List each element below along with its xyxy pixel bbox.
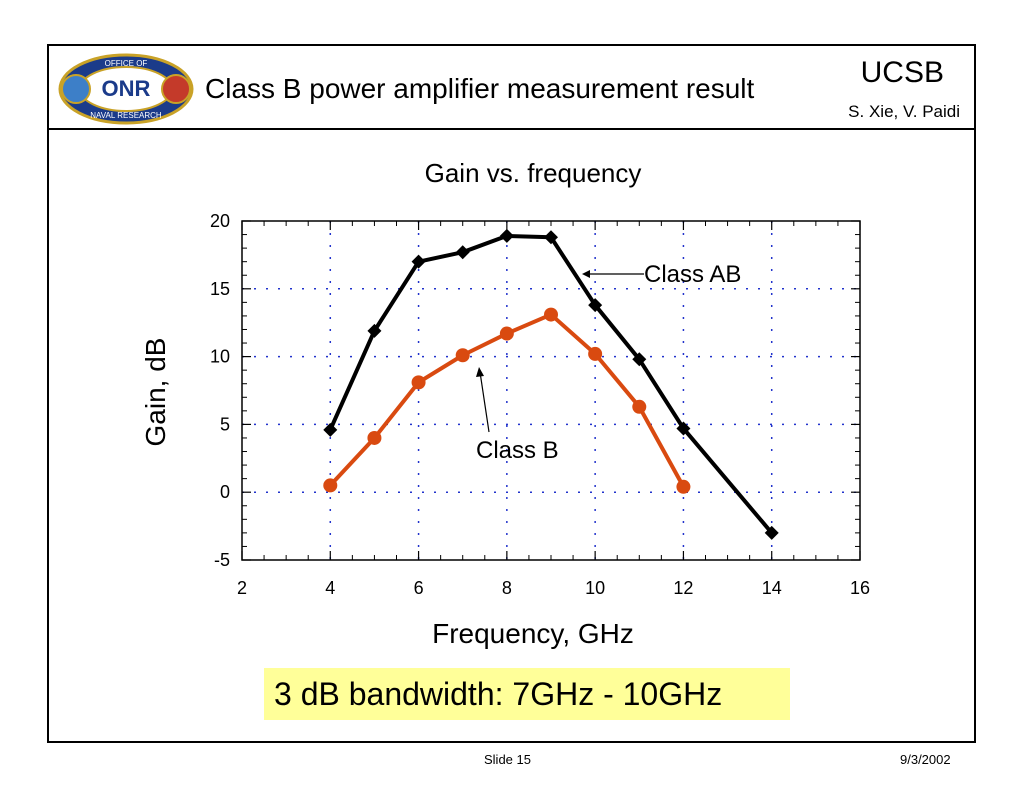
class-ab-point (544, 230, 558, 245)
slide-date: 9/3/2002 (900, 752, 951, 767)
class-b-point (544, 307, 558, 322)
y-tick-label: 15 (210, 279, 230, 299)
x-tick-label: 2 (237, 578, 247, 598)
y-tick-label: -5 (214, 550, 230, 570)
y-tick-label: 0 (220, 482, 230, 502)
header-divider (47, 128, 976, 130)
org-name: UCSB (860, 56, 944, 89)
class-ab-label: Class AB (644, 261, 741, 288)
class-ab-point (411, 254, 426, 269)
x-tick-label: 14 (762, 578, 782, 598)
class-ab-point (632, 352, 647, 367)
x-tick-label: 4 (325, 578, 335, 598)
class-ab-point (367, 323, 382, 338)
slide-number: Slide 15 (484, 752, 531, 767)
bandwidth-highlight (264, 668, 790, 720)
grid (242, 221, 860, 560)
y-tick-label: 10 (210, 347, 230, 367)
authors: S. Xie, V. Paidi (848, 102, 960, 121)
plot-frame (241, 220, 861, 561)
class-ab-point (323, 422, 338, 437)
class-b-point (632, 399, 647, 414)
class-b-arrow (479, 371, 490, 433)
class-b-label: Class B (476, 437, 559, 464)
class-ab-point (588, 298, 603, 313)
class-ab-point (499, 228, 514, 243)
x-tick-label: 6 (414, 578, 424, 598)
series (323, 228, 779, 540)
annotations: Class AB Class B (476, 261, 741, 464)
class-b-point (676, 479, 691, 494)
x-tick-label: 12 (673, 578, 693, 598)
axis-ticks: 2 4 6 8 10 12 14 16 -5 0 5 10 15 20 (210, 211, 870, 598)
y-tick-label: 20 (210, 211, 230, 231)
bandwidth-note: 3 dB bandwidth: 7GHz - 10GHz (274, 676, 723, 712)
class-ab-arrowhead (582, 270, 590, 278)
x-tick-label: 8 (502, 578, 512, 598)
logo-text-top: OFFICE OF (105, 59, 148, 68)
chart-title: Gain vs. frequency (425, 158, 642, 188)
class-b-point (499, 326, 514, 341)
class-b-point (323, 478, 338, 493)
class-ab-line (328, 233, 774, 535)
class-b-point (367, 430, 382, 445)
class-ab-point (455, 245, 470, 260)
class-b-point (455, 348, 470, 363)
class-b-arrowhead (476, 367, 484, 377)
y-tick-label: 5 (220, 414, 230, 434)
class-ab-point (676, 421, 691, 436)
x-axis-label: Frequency, GHz (432, 618, 634, 649)
class-ab-point (764, 525, 779, 540)
y-axis-label: Gain, dB (140, 338, 171, 447)
class-b-point (411, 375, 426, 390)
slide-title: Class B power amplifier measurement resu… (205, 73, 755, 104)
class-b-point (588, 346, 603, 361)
logo-text-mid: ONR (102, 76, 151, 101)
x-tick-label: 16 (850, 578, 870, 598)
onr-logo: OFFICE OF ONR NAVAL RESEARCH (58, 53, 194, 125)
x-tick-label: 10 (585, 578, 605, 598)
logo-text-bottom: NAVAL RESEARCH (90, 111, 162, 120)
slide-frame (47, 44, 976, 743)
